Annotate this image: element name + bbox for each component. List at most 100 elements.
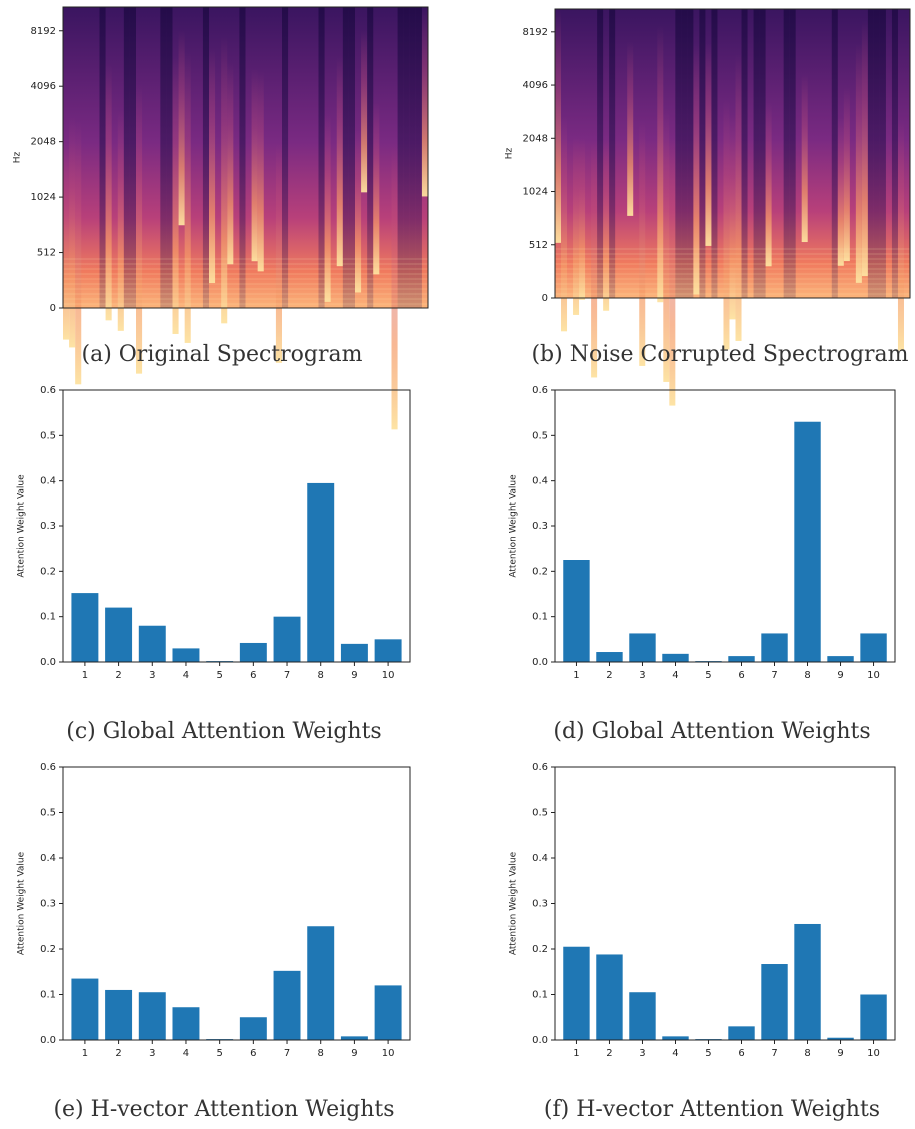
- y-tick-label: 0.2: [40, 944, 56, 955]
- caption: (c) Global Attention Weights: [66, 719, 381, 744]
- caption: (a) Original Spectrogram: [82, 342, 363, 367]
- bar: [662, 1036, 689, 1040]
- bar: [138, 992, 166, 1040]
- x-tick-label: 8: [804, 1048, 810, 1059]
- spectrogram-texture: [239, 7, 246, 308]
- x-tick-label: 4: [183, 670, 189, 681]
- y-axis-label: Attention Weight Value: [17, 474, 27, 578]
- y-tick-label: 0.0: [40, 657, 56, 668]
- spectrogram-texture: [160, 7, 167, 308]
- y-tick-label: 2048: [523, 133, 548, 144]
- spectrogram-texture: [318, 7, 325, 308]
- y-tick-label: 512: [37, 248, 56, 259]
- bar: [860, 633, 887, 662]
- y-tick-label: 0.4: [532, 476, 548, 487]
- x-tick-label: 6: [250, 1048, 256, 1059]
- spectrogram-texture: [99, 7, 106, 308]
- y-tick-label: 8192: [523, 27, 548, 38]
- y-axis-label: Attention Weight Value: [509, 474, 519, 578]
- x-tick-label: 5: [705, 670, 711, 681]
- x-tick-label: 7: [771, 670, 777, 681]
- spectrogram-texture: [421, 8, 428, 197]
- spectrogram-texture: [336, 56, 343, 267]
- bar: [105, 607, 133, 662]
- y-tick-label: 0.6: [532, 762, 548, 773]
- bar: [71, 593, 99, 662]
- x-tick-label: 4: [672, 1048, 678, 1059]
- spectrogram-texture: [555, 9, 562, 243]
- y-tick-label: 1024: [523, 187, 548, 198]
- bar: [374, 985, 402, 1040]
- y-axis-label: Attention Weight Value: [17, 851, 27, 955]
- bar: [629, 992, 656, 1040]
- caption: (d) Global Attention Weights: [553, 719, 870, 744]
- spectrogram-texture: [136, 84, 143, 374]
- y-axis-label: Attention Weight Value: [509, 851, 519, 955]
- spectrogram-texture: [855, 43, 862, 283]
- spectrogram-texture: [324, 113, 331, 302]
- bar: [761, 964, 788, 1040]
- y-tick-label: 8192: [31, 26, 56, 37]
- x-tick-label: 9: [351, 670, 357, 681]
- y-tick-label: 0.6: [532, 385, 548, 396]
- spectrogram-texture: [729, 113, 736, 320]
- x-tick-label: 5: [216, 1048, 222, 1059]
- spectrogram-texture: [355, 130, 362, 293]
- spectrogram-texture: [663, 108, 670, 382]
- spectrogram-texture: [723, 98, 730, 350]
- spectrogram-texture: [178, 29, 185, 226]
- spectrogram-texture: [373, 102, 380, 275]
- y-tick-label: 2048: [31, 137, 56, 148]
- spectrogram-texture: [282, 7, 289, 308]
- x-tick-label: 7: [771, 1048, 777, 1059]
- y-tick-label: 0: [50, 303, 56, 314]
- spectrogram-texture: [202, 7, 209, 308]
- y-tick-label: 0.5: [532, 808, 548, 819]
- bar: [138, 625, 166, 662]
- x-tick-label: 6: [738, 1048, 744, 1059]
- spectrogram-texture: [348, 7, 355, 308]
- bar: [340, 643, 368, 662]
- spectrogram-texture: [681, 9, 688, 298]
- y-tick-label: 0.3: [532, 521, 548, 532]
- x-tick-label: 2: [606, 670, 612, 681]
- x-tick-label: 3: [149, 670, 155, 681]
- caption: (f) H-vector Attention Weights: [544, 1097, 880, 1122]
- spectrogram-texture: [861, 19, 868, 277]
- bar: [794, 421, 821, 662]
- bar: [563, 560, 590, 662]
- x-tick-label: 6: [738, 670, 744, 681]
- spectrogram-texture: [573, 136, 580, 315]
- bar: [629, 633, 656, 662]
- y-tick-label: 0.3: [532, 899, 548, 910]
- y-tick-label: 0.3: [40, 899, 56, 910]
- x-tick-label: 2: [115, 1048, 121, 1059]
- spectrogram-texture: [367, 7, 374, 308]
- bar: [307, 482, 335, 662]
- spectrogram-texture: [172, 57, 179, 334]
- spectrogram-texture: [69, 116, 76, 348]
- spectrogram-texture: [166, 7, 173, 308]
- bar: [172, 648, 200, 662]
- y-tick-label: 0.1: [532, 990, 548, 1001]
- spectrogram-texture: [891, 9, 898, 298]
- spectrogram-texture: [397, 7, 404, 308]
- caption: (e) H-vector Attention Weights: [53, 1097, 394, 1122]
- bar: [728, 1026, 755, 1040]
- bar: [761, 633, 788, 662]
- y-tick-label: 512: [529, 240, 548, 251]
- y-tick-label: 4096: [31, 81, 56, 92]
- y-axis-label: Hz: [13, 151, 23, 163]
- bar: [596, 652, 623, 662]
- y-tick-label: 0.2: [532, 944, 548, 955]
- y-tick-label: 0.4: [40, 853, 56, 864]
- spectrogram-texture: [391, 145, 398, 430]
- spectrogram-texture: [597, 9, 604, 298]
- bar: [172, 1007, 200, 1040]
- bar: [860, 994, 887, 1040]
- y-tick-label: 1024: [31, 192, 56, 203]
- spectrogram-texture: [867, 9, 874, 298]
- x-tick-label: 1: [82, 1048, 88, 1059]
- plot-frame: [62, 766, 411, 1041]
- spectrogram-texture: [603, 139, 610, 311]
